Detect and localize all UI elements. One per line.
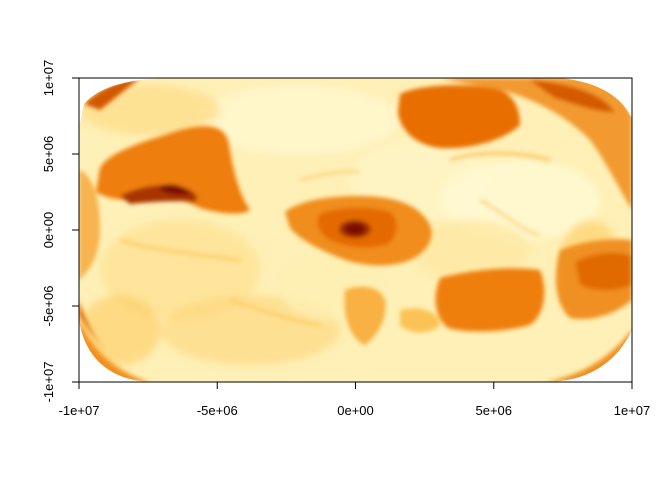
- raster-streaks: [119, 151, 551, 327]
- x-tick-label: 1e+07: [614, 403, 651, 418]
- raster-high-regions: [79, 78, 632, 382]
- y-tick-label: -5e+06: [41, 286, 56, 327]
- y-tick-label: 1e+07: [41, 60, 56, 97]
- y-tick-label: 5e+06: [41, 136, 56, 173]
- x-axis: -1e+07 -5e+06 0e+00 5e+06 1e+07: [59, 381, 651, 418]
- heatmap-raster: [79, 78, 632, 382]
- y-axis: -1e+07 -5e+06 0e+00 5e+06 1e+07: [41, 60, 80, 403]
- x-tick-label: 0e+00: [337, 403, 374, 418]
- y-tick-label: 0e+00: [41, 212, 56, 249]
- x-tick-label: -1e+07: [59, 403, 100, 418]
- y-tick-label: -1e+07: [41, 362, 56, 403]
- x-tick-label: -5e+06: [197, 403, 238, 418]
- x-tick-label: 5e+06: [475, 403, 512, 418]
